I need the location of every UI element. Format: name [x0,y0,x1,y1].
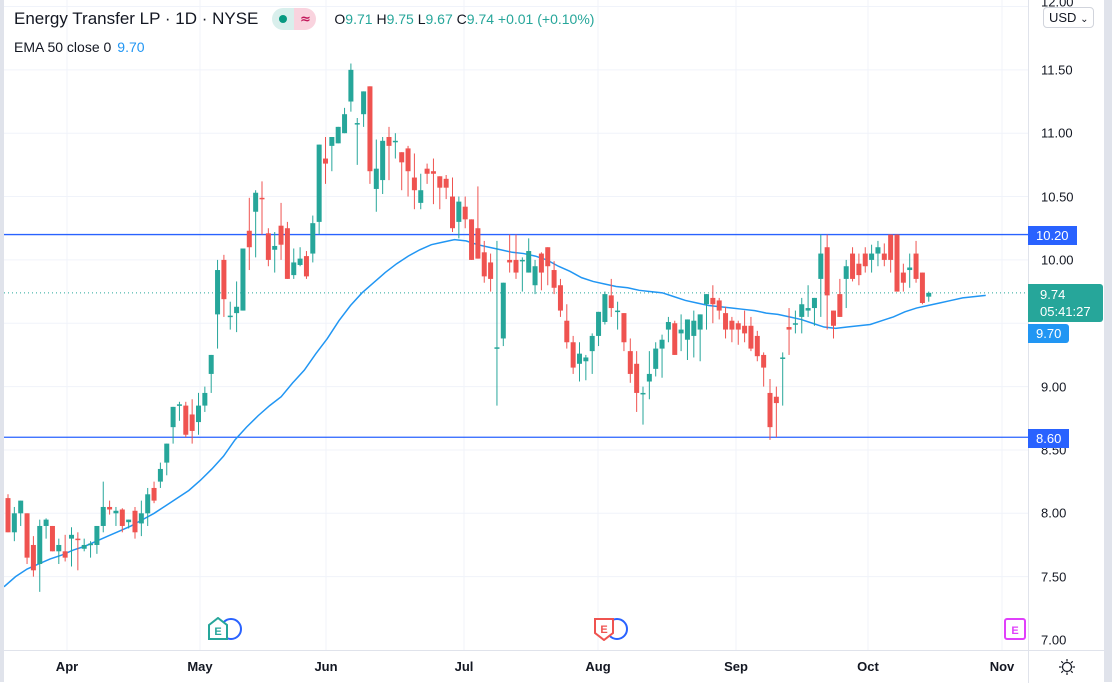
earnings-upcoming-icon: E [1004,618,1026,640]
time-tick-label: Jun [314,659,338,674]
price-tick-label: 11.00 [1041,125,1073,141]
currency-selector[interactable]: USD ⌄ [1043,7,1095,28]
wave-icon: ≈ [294,8,317,30]
right-panel-edge [1104,0,1112,682]
chart-legend: Energy Transfer LP · 1D · NYSE ≈ O9.71 H… [14,8,594,30]
price-tick-label: 10.00 [1041,252,1074,268]
time-tick-label: Oct [857,659,879,674]
time-tick-label: Jul [454,659,474,674]
change-value: +0.01 [497,11,534,27]
chart-settings-button[interactable] [1028,650,1105,683]
svg-text:E: E [600,624,607,636]
ema-price-badge: 9.70 [1028,324,1070,343]
high-label: H [376,11,387,27]
left-toolbar-edge [0,0,4,682]
indicator-legend[interactable]: EMA 50 close 0 9.70 [14,39,145,55]
time-tick-label: Nov [989,659,1015,674]
chart-plot-area[interactable] [4,0,1028,650]
last-price-badge: 9.74 05:41:27 [1028,284,1103,322]
price-tick-label: 9.00 [1041,379,1067,395]
currency-label: USD [1049,10,1077,25]
price-tick-label: 8.00 [1041,505,1067,521]
earnings-dividend-icon: E [594,618,628,642]
status-pill[interactable]: ≈ [272,8,317,30]
time-tick-label: May [187,659,213,674]
price-tick-label: 11.50 [1041,62,1073,78]
ohlc-values: O9.71 H9.75 L9.67 C9.74 +0.01 (+0.10%) [334,11,594,27]
price-tick-label: 10.50 [1041,189,1074,205]
close-label: C [456,11,467,27]
close-value: 9.74 [466,11,495,27]
earnings-marker-aug[interactable]: E [593,617,628,642]
change-percent: (+0.10%) [537,11,595,27]
gear-icon [1059,659,1075,675]
earnings-marker-may[interactable]: E [207,616,242,640]
support-price-badge: 8.60 [1028,429,1070,448]
price-tick-label: 12.00 [1041,0,1074,10]
resistance-price-badge: 10.20 [1028,226,1077,245]
svg-text:E: E [214,626,221,638]
high-value: 9.75 [386,11,414,27]
candlestick-chart[interactable] [4,0,1028,650]
bar-countdown: 05:41:27 [1040,304,1091,319]
earnings-marker-upcoming[interactable]: E [1003,617,1026,640]
open-label: O [334,11,346,27]
last-price: 9.74 [1040,287,1066,302]
time-tick-label: Sep [724,659,748,674]
symbol-title[interactable]: Energy Transfer LP · 1D · NYSE [14,9,259,28]
indicator-label: EMA 50 close 0 [14,39,112,55]
low-label: L [417,11,426,27]
market-open-dot-icon [272,8,295,30]
open-value: 9.71 [345,11,373,27]
chevron-down-icon: ⌄ [1080,14,1089,25]
svg-text:E: E [1011,625,1018,637]
time-axis[interactable]: Apr May Jun Jul Aug Sep Oct Nov [4,650,1028,683]
price-tick-label: 7.50 [1041,569,1067,585]
time-tick-label: Aug [585,659,611,674]
indicator-value: 9.70 [117,39,145,55]
time-tick-label: Apr [55,659,79,674]
price-tick-label: 7.00 [1041,632,1067,648]
low-value: 9.67 [425,11,453,27]
earnings-dividend-icon: E [208,616,242,640]
